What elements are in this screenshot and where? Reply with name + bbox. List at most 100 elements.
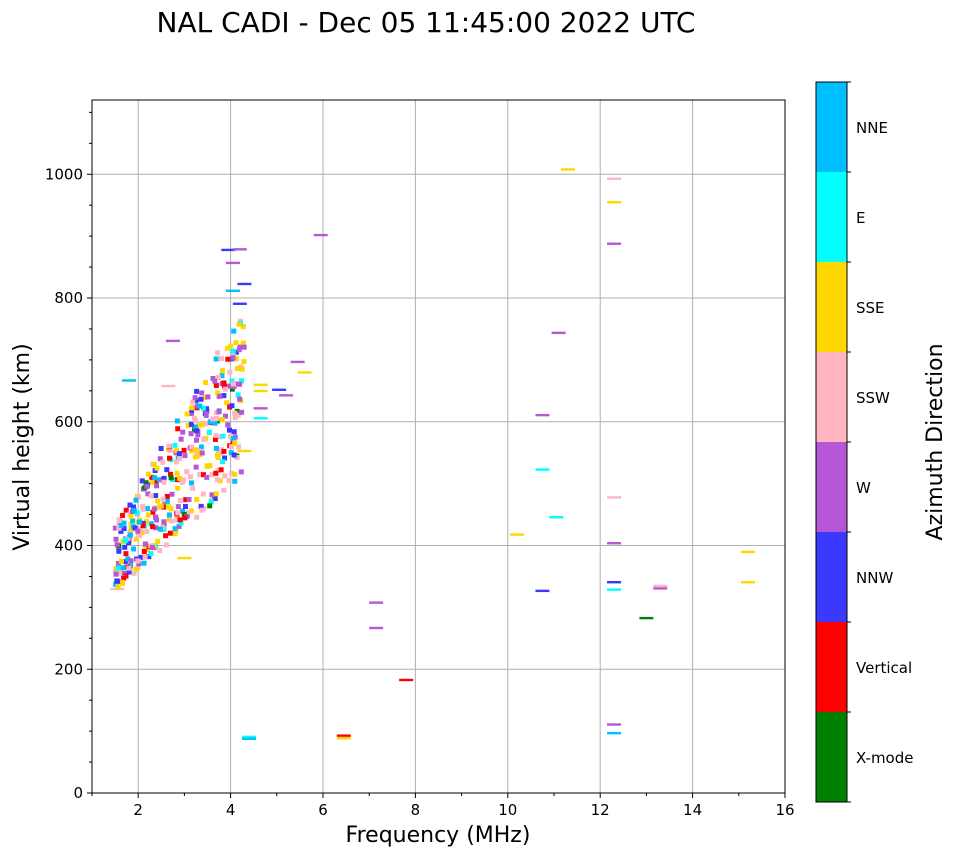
echo-mark bbox=[153, 478, 159, 484]
echo-mark bbox=[172, 442, 178, 448]
echo-mark bbox=[126, 540, 132, 546]
echo-mark bbox=[140, 504, 146, 510]
echo-mark bbox=[336, 736, 351, 740]
echo-mark bbox=[607, 242, 622, 245]
echo-mark bbox=[126, 569, 132, 575]
echo-mark bbox=[219, 417, 225, 423]
echo-mark bbox=[138, 554, 144, 560]
colorbar-label-nnw: NNW bbox=[856, 569, 893, 587]
echo-mark bbox=[253, 417, 268, 420]
echo-mark bbox=[168, 447, 174, 453]
echo-mark bbox=[195, 432, 201, 438]
echo-mark bbox=[164, 498, 170, 504]
echo-mark bbox=[188, 421, 194, 427]
echo-mark bbox=[180, 429, 186, 435]
echo-mark bbox=[202, 380, 208, 386]
echo-mark bbox=[121, 526, 127, 532]
echo-mark bbox=[180, 508, 186, 514]
echo-mark bbox=[154, 483, 160, 489]
echo-mark bbox=[279, 394, 294, 397]
echo-mark bbox=[127, 502, 133, 508]
echo-mark bbox=[210, 375, 216, 381]
echo-mark bbox=[236, 347, 242, 353]
echo-mark bbox=[133, 497, 139, 503]
echo-mark bbox=[213, 432, 219, 438]
colorbar-segment bbox=[816, 82, 847, 172]
echo-mark bbox=[115, 565, 121, 571]
echo-mark bbox=[188, 448, 194, 454]
echo-mark bbox=[231, 452, 237, 458]
echo-mark bbox=[240, 324, 246, 330]
echo-mark bbox=[223, 386, 229, 392]
echo-mark bbox=[232, 471, 238, 477]
echo-mark bbox=[228, 433, 234, 439]
echo-mark bbox=[239, 366, 245, 372]
echo-mark bbox=[253, 383, 268, 387]
x-tick-label: 14 bbox=[683, 801, 702, 819]
echo-mark bbox=[218, 450, 224, 456]
echo-mark bbox=[209, 472, 215, 478]
colorbar-label-nne: NNE bbox=[856, 119, 888, 137]
echo-mark bbox=[233, 356, 239, 362]
echo-mark bbox=[181, 477, 187, 483]
colorbar-segment bbox=[816, 172, 847, 262]
echo-mark bbox=[164, 542, 170, 548]
x-tick-label: 6 bbox=[318, 801, 328, 819]
echo-mark bbox=[225, 261, 240, 265]
echo-mark bbox=[128, 563, 134, 569]
echo-mark bbox=[213, 382, 219, 388]
echo-mark bbox=[230, 381, 236, 387]
echo-mark bbox=[130, 518, 136, 524]
echo-mark bbox=[135, 494, 141, 500]
echo-mark bbox=[167, 471, 173, 477]
echo-mark bbox=[135, 532, 141, 538]
echo-mark bbox=[203, 412, 209, 418]
echo-mark bbox=[148, 493, 154, 499]
echo-mark bbox=[188, 408, 194, 414]
echo-mark bbox=[181, 447, 187, 453]
echo-mark bbox=[121, 379, 136, 382]
echo-mark bbox=[166, 516, 172, 522]
echo-mark bbox=[230, 348, 236, 354]
echo-mark bbox=[213, 445, 219, 451]
echo-mark bbox=[237, 396, 243, 402]
echo-mark bbox=[149, 544, 155, 550]
echo-mark bbox=[157, 477, 163, 483]
x-tick-label: 4 bbox=[226, 801, 236, 819]
echo-mark bbox=[231, 436, 237, 442]
chart-title: NAL CADI - Dec 05 11:45:00 2022 UTC bbox=[157, 6, 696, 39]
echo-mark bbox=[221, 393, 227, 399]
echo-mark bbox=[115, 561, 121, 567]
echo-mark bbox=[232, 440, 238, 446]
echo-mark bbox=[200, 491, 206, 497]
echo-mark bbox=[607, 542, 622, 545]
colorbar-segment bbox=[816, 442, 847, 532]
echo-mark bbox=[120, 579, 126, 585]
echo-mark bbox=[217, 478, 223, 484]
echo-mark bbox=[219, 356, 225, 362]
echo-mark bbox=[231, 429, 237, 435]
echo-mark bbox=[166, 443, 172, 449]
echo-mark bbox=[234, 365, 240, 371]
echo-mark bbox=[237, 449, 252, 453]
colorbar-frame bbox=[815, 81, 848, 803]
x-tick-label: 8 bbox=[411, 801, 421, 819]
echo-mark bbox=[131, 546, 137, 552]
echo-mark bbox=[139, 530, 145, 536]
echo-mark bbox=[213, 491, 219, 497]
colorbar-label-e: E bbox=[856, 209, 865, 227]
echo-mark bbox=[167, 530, 173, 536]
echo-mark bbox=[122, 537, 128, 543]
echo-mark bbox=[607, 731, 622, 735]
echo-mark bbox=[237, 381, 243, 387]
echo-mark bbox=[232, 410, 238, 416]
echo-mark bbox=[175, 510, 181, 516]
echo-mark bbox=[146, 554, 152, 560]
echo-mark bbox=[165, 339, 180, 343]
echo-mark bbox=[167, 455, 173, 461]
echo-mark bbox=[235, 412, 241, 418]
echo-mark bbox=[193, 447, 199, 453]
echo-mark bbox=[148, 521, 154, 527]
y-tick-label: 1000 bbox=[45, 165, 83, 183]
echo-mark bbox=[183, 504, 189, 510]
